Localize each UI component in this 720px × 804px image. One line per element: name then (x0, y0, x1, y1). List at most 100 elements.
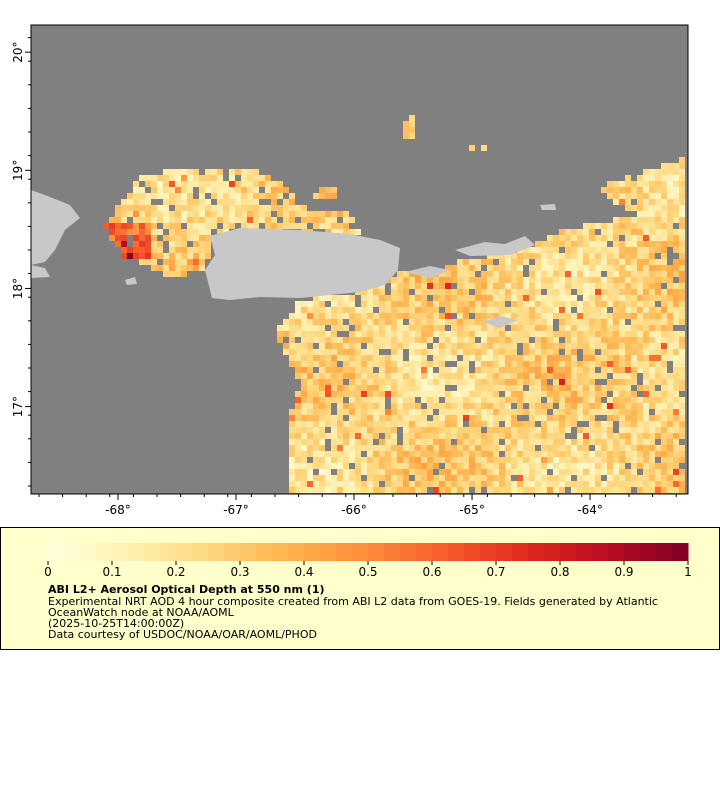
aerosol-cell (655, 475, 661, 481)
aerosol-cell (613, 469, 619, 475)
aerosol-cell (409, 445, 415, 451)
aerosol-cell (625, 415, 631, 421)
aerosol-cell (541, 487, 547, 493)
aerosol-cell (349, 445, 355, 451)
aerosol-cell (559, 409, 565, 415)
aerosol-cell (373, 481, 379, 487)
aerosol-cell (451, 277, 457, 283)
aerosol-cell (655, 403, 661, 409)
aerosol-cell (127, 205, 133, 211)
aerosol-cell (193, 199, 199, 205)
aerosol-cell (607, 403, 613, 409)
aerosol-cell (535, 307, 541, 313)
aerosol-cell (511, 331, 517, 337)
aerosol-cell (661, 205, 667, 211)
aerosol-cell (157, 211, 163, 217)
aerosol-cell (613, 481, 619, 487)
aerosol-cell (481, 271, 487, 277)
aerosol-cell (559, 325, 565, 331)
aerosol-cell (547, 253, 553, 259)
aerosol-cell (637, 403, 643, 409)
aerosol-cell (553, 361, 559, 367)
aerosol-cell (397, 457, 403, 463)
aerosol-cell (349, 481, 355, 487)
aerosol-cell (673, 427, 679, 433)
aerosol-cell (595, 445, 601, 451)
aerosol-cell (499, 313, 505, 319)
aerosol-cell (391, 469, 397, 475)
aerosol-cell (577, 379, 583, 385)
aerosol-cell (595, 313, 601, 319)
aerosol-cell (571, 403, 577, 409)
aerosol-cell (235, 193, 241, 199)
aerosol-cell (643, 451, 649, 457)
aerosol-cell (457, 259, 463, 265)
aerosol-cell (673, 259, 679, 265)
aerosol-cell (421, 361, 427, 367)
aerosol-cell (637, 301, 643, 307)
aerosol-cell (613, 253, 619, 259)
aerosol-cell (241, 199, 247, 205)
aerosol-cell (463, 271, 469, 277)
aerosol-cell (565, 403, 571, 409)
aerosol-cell (529, 307, 535, 313)
aerosol-cell (325, 211, 331, 217)
aerosol-cell (625, 481, 631, 487)
aerosol-cell (667, 289, 673, 295)
aerosol-cell (481, 415, 487, 421)
aerosol-cell (511, 289, 517, 295)
aerosol-cell (199, 217, 205, 223)
aerosol-cell (637, 187, 643, 193)
aerosol-cell (481, 325, 487, 331)
aerosol-cell (469, 379, 475, 385)
aerosol-cell (475, 367, 481, 373)
aerosol-cell (679, 283, 685, 289)
aerosol-cell (637, 229, 643, 235)
aerosol-cell (331, 217, 337, 223)
aerosol-cell (295, 475, 301, 481)
aerosol-cell (307, 463, 313, 469)
aerosol-cell (589, 409, 595, 415)
aerosol-cell (679, 253, 685, 259)
aerosol-cell (529, 367, 535, 373)
aerosol-cell (235, 217, 241, 223)
aerosol-cell (613, 337, 619, 343)
aerosol-cell (493, 481, 499, 487)
aerosol-cell (361, 409, 367, 415)
aerosol-cell (541, 373, 547, 379)
aerosol-cell (331, 337, 337, 343)
aerosol-cell (271, 199, 277, 205)
aerosol-cell (529, 349, 535, 355)
aerosol-cell (307, 385, 313, 391)
aerosol-cell (133, 241, 139, 247)
aerosol-cell (481, 475, 487, 481)
x-tick-label: -64° (577, 503, 603, 517)
aerosol-cell (601, 355, 607, 361)
aerosol-cell (505, 271, 511, 277)
aerosol-cell (499, 277, 505, 283)
aerosol-cell (505, 283, 511, 289)
aerosol-cell (349, 379, 355, 385)
aerosol-cell (457, 409, 463, 415)
aerosol-cell (229, 217, 235, 223)
aerosol-cell (379, 463, 385, 469)
aerosol-cell (481, 343, 487, 349)
aerosol-cell (445, 379, 451, 385)
aerosol-cell (445, 403, 451, 409)
aerosol-cell (409, 469, 415, 475)
aerosol-cell (625, 427, 631, 433)
aerosol-cell (517, 331, 523, 337)
aerosol-cell (499, 301, 505, 307)
aerosol-cell (625, 283, 631, 289)
aerosol-cell (655, 343, 661, 349)
aerosol-cell (583, 289, 589, 295)
aerosol-cell (397, 397, 403, 403)
aerosol-cell (631, 361, 637, 367)
aerosol-cell (397, 451, 403, 457)
aerosol-cell (307, 403, 313, 409)
aerosol-cell (163, 169, 169, 175)
aerosol-cell (667, 271, 673, 277)
aerosol-cell (439, 355, 445, 361)
aerosol-cell (649, 247, 655, 253)
aerosol-cell (427, 481, 433, 487)
